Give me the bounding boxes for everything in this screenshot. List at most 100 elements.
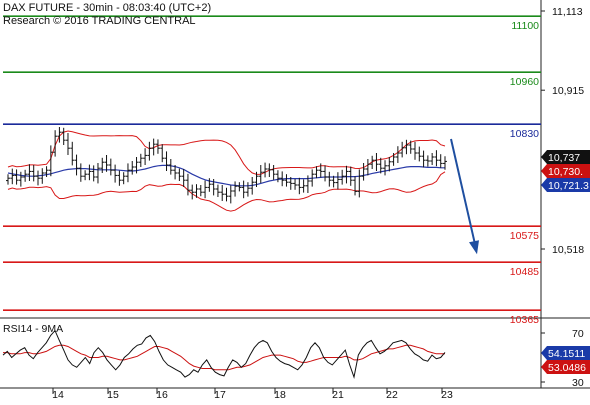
candle bbox=[151, 138, 156, 156]
candle bbox=[275, 170, 280, 183]
price-box: 10,737 bbox=[541, 150, 590, 164]
level-label-10365: 10365 bbox=[510, 314, 539, 326]
candle bbox=[438, 154, 443, 168]
candle bbox=[198, 185, 203, 197]
candle bbox=[417, 146, 422, 162]
rsi-value-box-bg bbox=[541, 346, 590, 360]
rsi-value-box-label: 53.0486 bbox=[548, 362, 586, 374]
moving-average-line bbox=[7, 164, 445, 187]
chart-title: DAX FUTURE - 30min - 08:03:40 (UTC+2) bbox=[3, 2, 211, 14]
candle bbox=[443, 156, 447, 170]
candle bbox=[258, 165, 263, 183]
candle bbox=[121, 172, 126, 185]
candle bbox=[74, 154, 79, 176]
candle bbox=[104, 155, 109, 172]
candle bbox=[254, 171, 259, 187]
candle bbox=[18, 171, 23, 187]
candle bbox=[241, 180, 246, 199]
price-tick-label: 10,518 bbox=[552, 244, 584, 256]
candle bbox=[383, 160, 388, 176]
price-box-bg bbox=[541, 178, 590, 192]
candle bbox=[271, 165, 276, 180]
moving-average bbox=[7, 164, 445, 187]
rsi-tick-label: 70 bbox=[572, 328, 584, 340]
forecast-arrow-head bbox=[469, 240, 479, 255]
bollinger-lower bbox=[7, 171, 446, 212]
candle bbox=[6, 174, 10, 185]
chart-frame bbox=[0, 0, 590, 389]
candle bbox=[100, 157, 105, 173]
time-tick-label: 17 bbox=[214, 389, 226, 400]
candle bbox=[344, 165, 349, 184]
candle bbox=[27, 164, 32, 181]
candle bbox=[134, 157, 139, 174]
candle bbox=[10, 168, 15, 185]
candle bbox=[35, 170, 40, 186]
rsi-value-box-label: 54.1511 bbox=[548, 348, 585, 360]
candle bbox=[263, 162, 268, 178]
candle bbox=[288, 177, 293, 190]
time-tick-label: 18 bbox=[274, 389, 286, 400]
candle bbox=[155, 139, 160, 154]
candle bbox=[404, 139, 409, 155]
candle bbox=[194, 184, 199, 198]
candle bbox=[207, 178, 212, 192]
level-label-10575: 10575 bbox=[510, 230, 539, 242]
rsi-value-box: 54.1511 bbox=[541, 346, 590, 360]
candle bbox=[425, 155, 430, 167]
candle bbox=[53, 130, 58, 157]
axes: 11,113 10,915 10,518 70 30 14 15 16 17 18 21 22 23 10… bbox=[52, 6, 590, 401]
candle bbox=[267, 163, 272, 177]
candle bbox=[48, 145, 53, 177]
price-box-label: 10,737 bbox=[548, 152, 580, 164]
candle bbox=[378, 157, 383, 174]
candle bbox=[83, 170, 88, 181]
candle bbox=[250, 177, 255, 195]
rsi-title: RSI14 - 9MA bbox=[3, 323, 63, 335]
candle bbox=[228, 185, 233, 204]
candle bbox=[181, 169, 186, 187]
rsi-value-box: 53.0486 bbox=[541, 360, 590, 374]
candle bbox=[113, 164, 118, 183]
candle bbox=[331, 175, 336, 188]
time-tick-label: 14 bbox=[52, 389, 64, 400]
rsi-ma-line bbox=[3, 344, 445, 371]
price-box: 10,721.3 bbox=[541, 178, 590, 192]
price-tick-label: 10,915 bbox=[552, 85, 584, 97]
candle bbox=[365, 159, 370, 176]
candle bbox=[361, 163, 366, 181]
candle bbox=[314, 166, 319, 179]
candle bbox=[357, 169, 362, 198]
candle bbox=[395, 146, 400, 163]
candle bbox=[430, 153, 435, 165]
candle bbox=[23, 169, 28, 182]
candle bbox=[130, 161, 135, 175]
candle bbox=[108, 158, 113, 176]
candle bbox=[297, 177, 302, 195]
candle bbox=[40, 168, 45, 184]
level-label-10485: 10485 bbox=[510, 266, 539, 278]
candle bbox=[323, 165, 328, 182]
level-label-10960: 10960 bbox=[510, 76, 539, 88]
candle bbox=[168, 159, 173, 175]
level-label-11100: 11100 bbox=[511, 20, 539, 32]
time-tick-label: 21 bbox=[332, 389, 344, 400]
time-tick-label: 16 bbox=[156, 389, 168, 400]
time-tick-label: 23 bbox=[441, 389, 453, 400]
bollinger-upper bbox=[7, 130, 446, 175]
candle bbox=[160, 144, 165, 163]
level-label-10830: 10830 bbox=[510, 128, 539, 140]
candle bbox=[374, 153, 379, 171]
rsi-line bbox=[2, 329, 446, 379]
candle bbox=[280, 171, 285, 187]
candle bbox=[310, 169, 315, 187]
candle bbox=[57, 127, 62, 143]
candle bbox=[335, 172, 340, 190]
candle bbox=[78, 163, 83, 182]
candle bbox=[387, 157, 392, 172]
candle bbox=[117, 170, 122, 186]
candle bbox=[237, 182, 242, 192]
candle bbox=[91, 165, 96, 182]
